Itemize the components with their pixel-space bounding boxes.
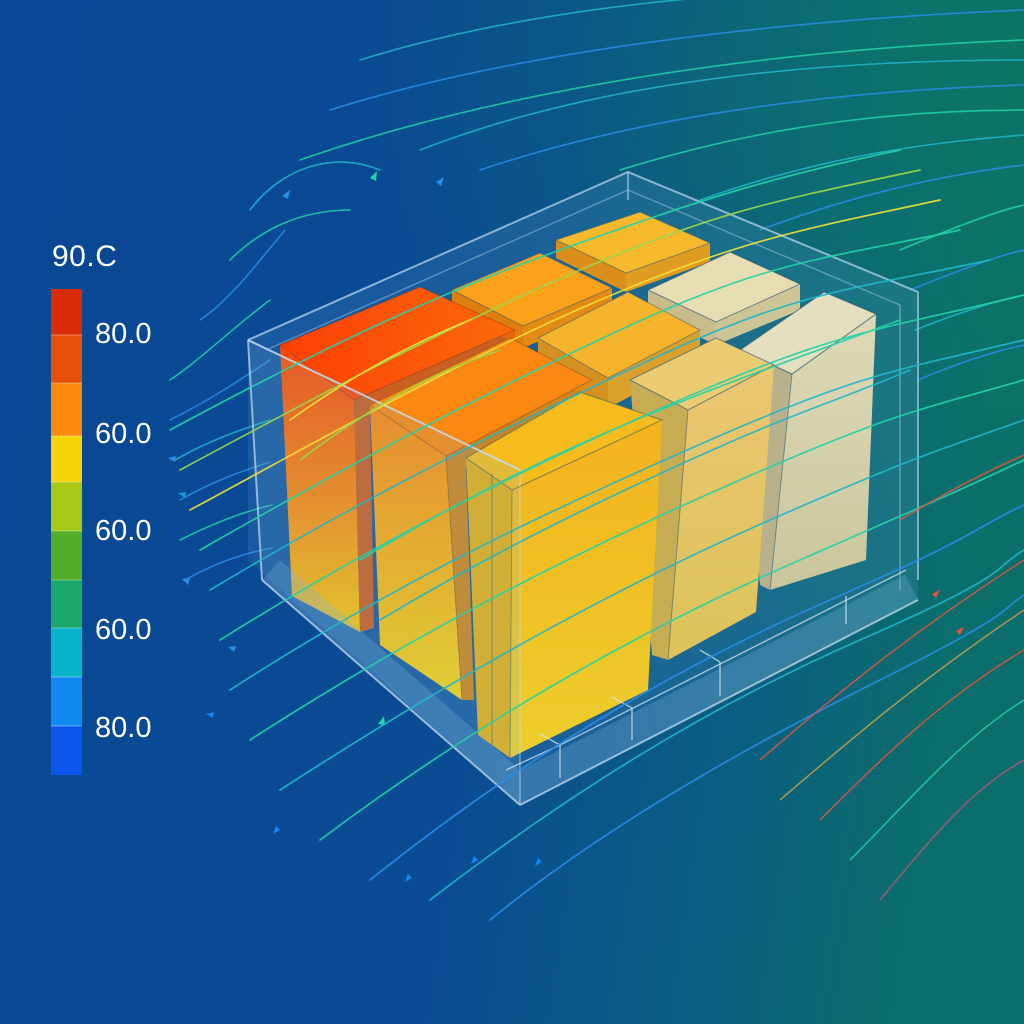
legend-label-5: 80.0: [95, 712, 152, 744]
colorbar-band: [51, 289, 82, 335]
arrow-icon: [178, 492, 186, 498]
arrow-icon: [405, 874, 412, 882]
arrow-icon: [932, 590, 940, 598]
colorbar: [50, 288, 83, 775]
legend-label-4: 60.0: [95, 614, 152, 646]
arrow-icon: [182, 578, 190, 585]
colorbar-band: [51, 628, 82, 677]
arrow-icon: [206, 712, 214, 718]
colorbar-band: [51, 335, 82, 383]
legend-label-2: 60.0: [95, 418, 152, 450]
colorbar-band: [51, 531, 82, 580]
arrow-icon: [471, 856, 478, 864]
streamlines-front: [169, 149, 1024, 921]
colorbar-band: [51, 580, 82, 628]
block-front-left: [279, 286, 517, 632]
arrow-icon: [436, 177, 444, 186]
arrow-icon: [228, 646, 236, 652]
arrow-icon: [378, 716, 385, 725]
arrow-icon: [273, 826, 280, 834]
arrow-icon: [956, 627, 964, 635]
block-front-center: [465, 391, 664, 759]
arrow-icon: [282, 190, 290, 199]
legend-label-3: 60.0: [95, 515, 152, 547]
colorbar-band: [51, 726, 82, 775]
arrow-icon: [370, 171, 377, 181]
arrow-icon: [535, 858, 542, 866]
colorbar-band: [51, 677, 82, 726]
arrow-icon: [168, 456, 176, 462]
legend-label-1: 80.0: [95, 318, 152, 350]
colorbar-band: [51, 482, 82, 531]
streamlines-back: [169, 0, 1024, 581]
colorbar-band: [51, 383, 82, 436]
flow-arrows: [168, 171, 964, 882]
streamlines-hot-exit: [759, 454, 1024, 901]
legend-title: 90.C: [52, 240, 118, 273]
colorbar-band: [51, 436, 82, 482]
